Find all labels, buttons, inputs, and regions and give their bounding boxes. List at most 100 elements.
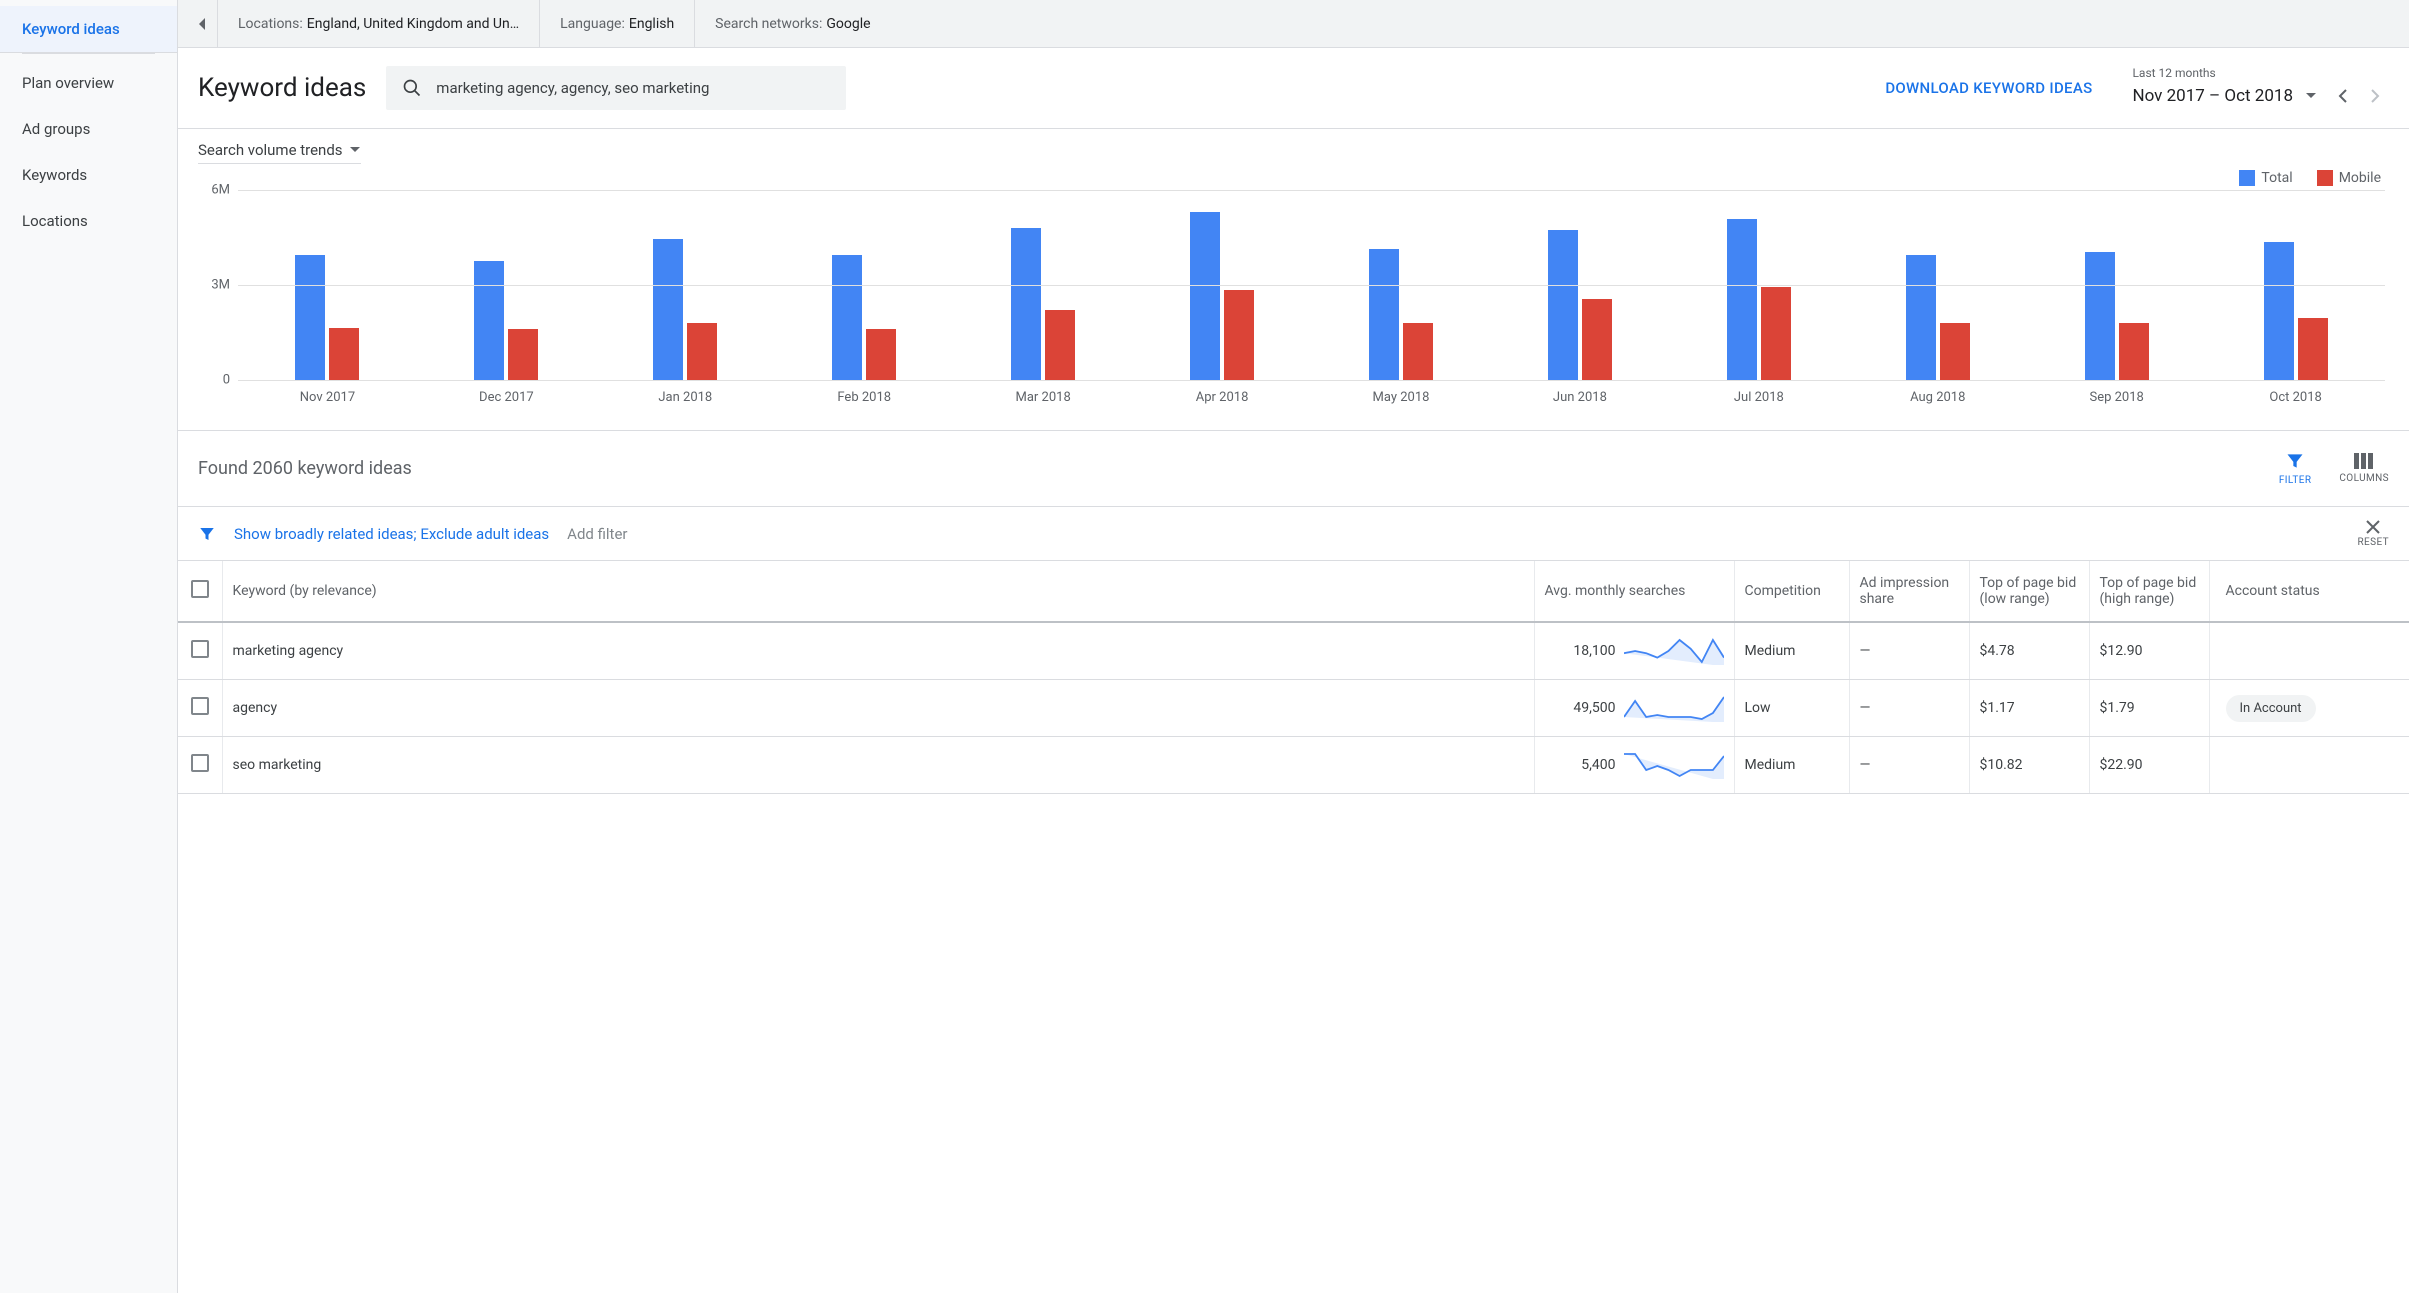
- cell-keyword: marketing agency: [222, 622, 1534, 680]
- x-label: Jul 2018: [1669, 384, 1848, 410]
- bar-total[interactable]: [1369, 249, 1399, 380]
- checkbox-icon: [191, 640, 209, 658]
- bar-mobile[interactable]: [1224, 290, 1254, 380]
- y-tick: 3M: [211, 278, 230, 293]
- context-locations-value: England, United Kingdom and Un…: [307, 16, 519, 32]
- back-button[interactable]: [186, 0, 218, 48]
- y-tick: 6M: [211, 183, 230, 198]
- chart-type-dropdown[interactable]: Search volume trends: [198, 141, 361, 164]
- add-filter-button[interactable]: Add filter: [567, 525, 627, 543]
- sidebar-item-plan-overview[interactable]: Plan overview: [0, 60, 177, 106]
- filter-row: Show broadly related ideas; Exclude adul…: [178, 507, 2409, 561]
- x-label: Apr 2018: [1133, 384, 1312, 410]
- sidebar-item-locations[interactable]: Locations: [0, 198, 177, 244]
- sidebar-item-keywords[interactable]: Keywords: [0, 152, 177, 198]
- bar-mobile[interactable]: [687, 323, 717, 380]
- bar-total[interactable]: [653, 239, 683, 380]
- table-row[interactable]: marketing agency18,100Medium—$4.78$12.90: [178, 622, 2409, 680]
- table-header-checkbox[interactable]: [178, 561, 222, 622]
- bar-mobile[interactable]: [1940, 323, 1970, 380]
- row-checkbox[interactable]: [178, 680, 222, 737]
- cell-searches: 49,500: [1534, 680, 1734, 737]
- bar-mobile[interactable]: [2298, 318, 2328, 380]
- bar-total[interactable]: [1906, 255, 1936, 380]
- table-header-searches[interactable]: Avg. monthly searches: [1534, 561, 1734, 622]
- table-header-account-status[interactable]: Account status: [2209, 561, 2409, 622]
- search-icon: [402, 78, 422, 98]
- search-input[interactable]: marketing agency, agency, seo marketing: [386, 66, 846, 110]
- table-row[interactable]: seo marketing5,400Medium—$10.82$22.90: [178, 737, 2409, 794]
- bar-mobile[interactable]: [508, 329, 538, 380]
- sidebar: Keyword ideas Plan overviewAd groupsKeywo…: [0, 0, 178, 1293]
- chart-area: 6M3M0 Nov 2017Dec 2017Jan 2018Feb 2018Ma…: [198, 190, 2389, 410]
- bar-mobile[interactable]: [1582, 299, 1612, 380]
- legend-total: Total: [2239, 170, 2292, 186]
- context-networks-label: Search networks:: [715, 16, 822, 32]
- cell-bid-low: $10.82: [1969, 737, 2089, 794]
- bar-mobile[interactable]: [866, 329, 896, 380]
- cell-bid-high: $22.90: [2089, 737, 2209, 794]
- cell-searches: 18,100: [1534, 622, 1734, 680]
- cell-bid-high: $12.90: [2089, 622, 2209, 680]
- row-checkbox[interactable]: [178, 737, 222, 794]
- date-range-prev[interactable]: [2329, 82, 2357, 110]
- context-locations[interactable]: Locations: England, United Kingdom and U…: [218, 0, 540, 48]
- date-range-next[interactable]: [2361, 82, 2389, 110]
- context-language-value: English: [629, 16, 674, 32]
- bar-total[interactable]: [295, 255, 325, 380]
- bar-mobile[interactable]: [1761, 287, 1791, 380]
- sidebar-item-keyword-ideas[interactable]: Keyword ideas: [0, 6, 177, 53]
- bar-total[interactable]: [1548, 230, 1578, 380]
- x-label: Dec 2017: [417, 384, 596, 410]
- cell-bid-low: $1.17: [1969, 680, 2089, 737]
- cell-competition: Medium: [1734, 737, 1849, 794]
- table-header-bid-low[interactable]: Top of page bid (low range): [1969, 561, 2089, 622]
- bar-total[interactable]: [2085, 252, 2115, 380]
- x-label: Sep 2018: [2027, 384, 2206, 410]
- table-header-keyword[interactable]: Keyword (by relevance): [222, 561, 1534, 622]
- bar-mobile[interactable]: [2119, 323, 2149, 380]
- reset-button[interactable]: RESET: [2357, 519, 2389, 548]
- chart-plot: [238, 190, 2385, 380]
- bar-total[interactable]: [1011, 228, 1041, 380]
- bar-total[interactable]: [474, 261, 504, 380]
- row-checkbox[interactable]: [178, 622, 222, 680]
- cell-impression-share: —: [1849, 680, 1969, 737]
- cell-keyword: agency: [222, 680, 1534, 737]
- status-chip: In Account: [2226, 695, 2316, 722]
- bar-mobile[interactable]: [1403, 323, 1433, 380]
- filter-button-label: FILTER: [2279, 475, 2312, 486]
- table-row[interactable]: agency49,500Low—$1.17$1.79In Account: [178, 680, 2409, 737]
- reset-button-label: RESET: [2357, 537, 2389, 548]
- cell-searches: 5,400: [1534, 737, 1734, 794]
- chevron-right-icon: [2370, 89, 2380, 103]
- table-header-impression-share[interactable]: Ad impression share: [1849, 561, 1969, 622]
- legend-total-swatch: [2239, 170, 2255, 186]
- bar-total[interactable]: [1190, 212, 1220, 380]
- context-locations-label: Locations:: [238, 16, 303, 32]
- table-header-competition[interactable]: Competition: [1734, 561, 1849, 622]
- bar-mobile[interactable]: [329, 328, 359, 380]
- cell-account-status: In Account: [2209, 680, 2409, 737]
- cell-account-status: [2209, 622, 2409, 680]
- context-networks[interactable]: Search networks: Google: [695, 0, 890, 48]
- filter-button[interactable]: FILTER: [2279, 451, 2312, 486]
- bar-total[interactable]: [1727, 219, 1757, 381]
- chart-section: Search volume trends Total Mobile 6M3M0: [178, 129, 2409, 410]
- bar-total[interactable]: [2264, 242, 2294, 380]
- context-language[interactable]: Language: English: [540, 0, 695, 48]
- active-filters-link[interactable]: Show broadly related ideas; Exclude adul…: [234, 525, 549, 543]
- caret-down-icon: [349, 146, 361, 154]
- bar-total[interactable]: [832, 255, 862, 380]
- legend-mobile: Mobile: [2317, 170, 2381, 186]
- bar-mobile[interactable]: [1045, 310, 1075, 380]
- table-header-bid-high[interactable]: Top of page bid (high range): [2089, 561, 2209, 622]
- cell-impression-share: —: [1849, 737, 1969, 794]
- x-label: Jan 2018: [596, 384, 775, 410]
- columns-button[interactable]: COLUMNS: [2339, 453, 2389, 484]
- cell-competition: Low: [1734, 680, 1849, 737]
- date-range-dropdown[interactable]: [2297, 82, 2325, 110]
- sidebar-item-ad-groups[interactable]: Ad groups: [0, 106, 177, 152]
- download-button[interactable]: DOWNLOAD KEYWORD IDEAS: [1885, 79, 2092, 97]
- caret-left-icon: [197, 16, 207, 32]
